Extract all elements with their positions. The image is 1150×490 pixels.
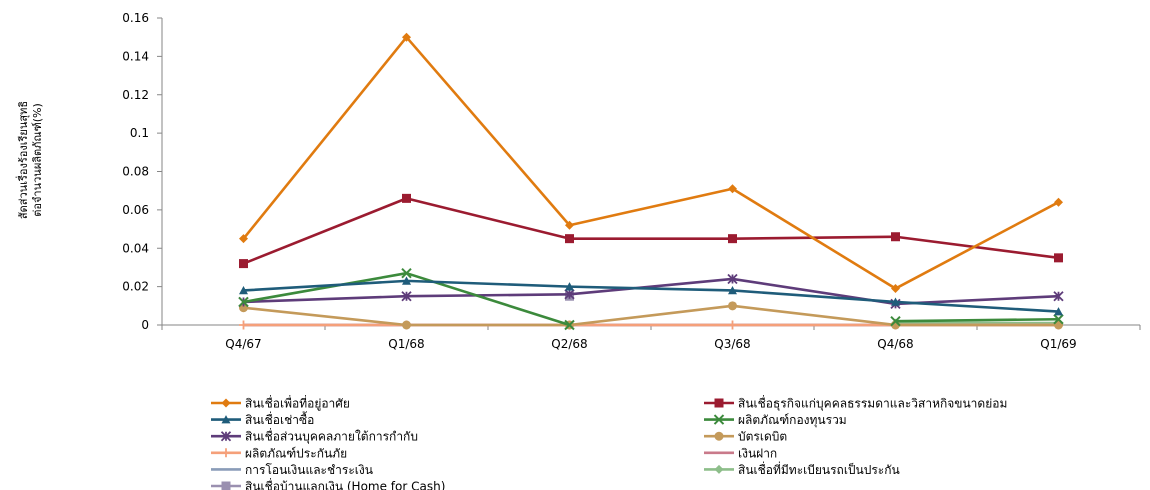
data-point [239,320,248,330]
x-tick-label: Q4/68 [877,337,913,351]
data-point [727,273,738,285]
legend-label: สินเชื่อส่วนบุคคลภายใต้การกำกับ [245,428,418,445]
legend-swatch-marker [221,448,231,458]
series-4 [238,267,1064,331]
data-point [891,284,900,294]
legend-swatch-marker [221,481,231,490]
legend-label: สินเชื่อเช่าซื้อ [245,411,314,427]
data-point [238,296,249,308]
data-point [891,232,900,242]
legend-swatch-marker [714,464,724,474]
data-point [1053,314,1064,325]
y-tick-label: 0.14 [122,49,149,63]
data-point [1054,307,1063,316]
legend-item-7: ผลิตภัณฑ์ประกันภัย [211,446,347,460]
y-axis-title-line-1: สัดส่วนเรื่องร้องเรียนสุทธิ [15,101,30,219]
legend-item-10: สินเชื่อที่มีทะเบียนรถเป็นประกัน [704,461,900,477]
legend-item-6: บัตรเดบิต [704,430,787,444]
y-tick-label: 0.08 [122,165,149,179]
legend-item-11: สินเชื่อบ้านแลกเงิน (Home for Cash) [211,478,445,490]
data-point [890,315,901,327]
legend-label: ผลิตภัณฑ์กองทุนรวม [738,413,847,428]
data-point [1054,197,1063,207]
legend-item-3: สินเชื่อเช่าซื้อ [211,411,314,427]
legend-label: การโอนเงินและชำระเงิน [245,463,373,477]
data-point [564,319,575,331]
legend-swatch-marker [220,431,232,442]
data-point [565,234,574,244]
data-point [402,32,411,42]
data-point [401,291,412,302]
data-point [565,282,574,291]
axes: 0 0.02 0.04 0.06 0.08 0.1 0.12 0.14 0.16 Q4/67 Q1/… [122,11,1141,351]
data-point [728,320,737,330]
data-point [564,289,575,300]
y-tick-label: 0.12 [122,88,149,102]
y-tick-label: 0 [141,318,149,332]
series-2 [239,193,1063,269]
legend-label: สินเชื่อที่มีทะเบียนรถเป็นประกัน [738,461,900,477]
legend-item-9: การโอนเงินและชำระเงิน [211,463,373,477]
legend-item-2: สินเชื่อธุรกิจแก่บุคคลธรรมดาและวิสาหกิจข… [704,395,1007,412]
y-tick-label: 0.06 [122,203,149,217]
legend-swatch-marker [714,398,724,408]
series-line [895,317,1059,323]
x-tick-label: Q1/68 [388,337,424,351]
x-tick-label: Q4/67 [225,337,261,351]
series-1 [239,32,1063,294]
data-point [565,220,574,230]
data-point [402,320,411,330]
legend-label: สินเชื่อบ้านแลกเงิน (Home for Cash) [245,478,445,490]
legend-label: สินเชื่อธุรกิจแก่บุคคลธรรมดาและวิสาหกิจข… [738,395,1007,412]
data-point [728,285,737,295]
legend-label: เงินฝาก [738,446,777,460]
legend-item-4: ผลิตภัณฑ์กองทุนรวม [704,413,847,428]
legend-swatch-marker [221,415,231,424]
data-point [728,234,737,244]
data-point [239,234,248,244]
data-point [1053,291,1064,302]
x-tick-label: Q3/68 [714,337,750,351]
data-point [402,276,411,285]
legend-swatch-marker [713,414,725,425]
data-point [728,301,737,311]
data-point [239,285,248,295]
y-axis-title: สัดส่วนเรื่องร้องเรียนสุทธิ ต่อจำนวนผลิต… [15,101,44,219]
data-point [402,193,411,203]
series-3 [239,276,1063,316]
legend-swatch-marker [714,431,724,441]
series-layer [238,32,1064,331]
legend-label: บัตรเดบิต [738,430,787,444]
legend-item-1: สินเชื่อเพื่อที่อยู่อาศัย [211,395,350,412]
series-line [242,35,1060,290]
y-tick-label: 0.16 [122,11,149,25]
data-point [1054,253,1063,263]
data-point [891,297,900,306]
series-line [243,197,1059,265]
legend-item-8: เงินฝาก [704,446,777,460]
legend-item-5: สินเชื่อส่วนบุคคลภายใต้การกำกับ [211,428,418,445]
series-line [243,304,1059,327]
y-tick-label: 0.02 [122,280,149,294]
y-tick-label: 0.1 [130,126,149,140]
legend-label: ผลิตภัณฑ์ประกันภัย [245,446,347,460]
data-point [401,267,412,279]
data-point [239,259,248,269]
y-axis-title-line-2: ต่อจำนวนผลิตภัณฑ์(%) [31,103,44,217]
legend-label: สินเชื่อเพื่อที่อยู่อาศัย [245,395,350,412]
x-tick-label: Q1/69 [1040,337,1076,351]
legend-swatch-marker [221,398,231,408]
legend: สินเชื่อเพื่อที่อยู่อาศัย สินเชื่อธุรกิจแ… [211,395,1007,490]
y-tick-label: 0.04 [122,241,149,255]
data-point [728,184,737,194]
series-line [243,279,1059,313]
x-tick-label: Q2/68 [551,337,587,351]
